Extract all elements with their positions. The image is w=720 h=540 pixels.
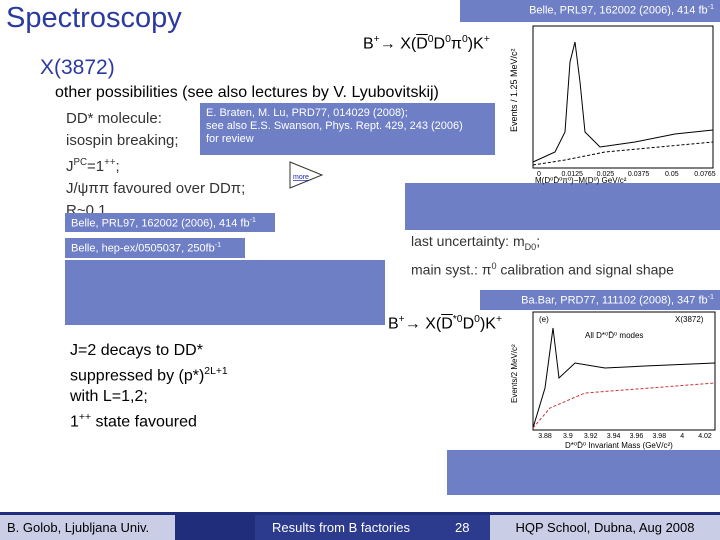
title: Spectroscopy bbox=[6, 2, 182, 34]
text-block: last uncertainty: mD0; main syst.: π0 cal… bbox=[411, 233, 674, 278]
annotation: X(3872) bbox=[675, 315, 704, 324]
x-tick-label: 3.9 bbox=[563, 433, 573, 440]
axis-label: D*⁰D̄⁰ Invariant Mass (GeV/c²) bbox=[565, 441, 673, 450]
frame bbox=[532, 311, 716, 431]
reference: Belle, PRL97, 162002 (2006), 414 fb-1 bbox=[65, 213, 275, 232]
reference: Belle, PRL97, 162002 (2006), 414 fb-1 bbox=[460, 0, 720, 22]
x-tick-label: 3.92 bbox=[584, 433, 598, 440]
reference: Belle, hep-ex/0505037, 250fb-1 bbox=[65, 238, 245, 258]
frame bbox=[532, 25, 714, 169]
x-tick-label: 3.88 bbox=[538, 433, 552, 440]
curve bbox=[532, 41, 714, 163]
x-tick-label: 3.96 bbox=[630, 433, 644, 440]
x-tick-label: 3.98 bbox=[652, 433, 666, 440]
x-tick-label: 0.0375 bbox=[628, 171, 650, 178]
x-tick-label: 0.0125 bbox=[561, 171, 583, 178]
x-tick-label: 0.0765 bbox=[694, 171, 716, 178]
plot-image: Events / 1.25 MeV/c² 0 0.0125 0.025 0.0375 0… bbox=[509, 25, 716, 185]
axis-label: Events/2 MeV/c² bbox=[510, 344, 519, 403]
link[interactable]: more bbox=[293, 174, 309, 181]
x-tick-label: 4.02 bbox=[698, 433, 712, 440]
curve bbox=[532, 141, 714, 166]
x-tick-label: 0.05 bbox=[665, 171, 679, 178]
decay: B+→ X(D*0D0)K+ bbox=[388, 314, 503, 333]
footer-event: HQP School, Dubna, Aug 2008 bbox=[490, 515, 720, 540]
decay: B+→ X(D0D0π0)K+ bbox=[363, 34, 490, 53]
curve bbox=[532, 327, 716, 429]
blank-box bbox=[405, 183, 720, 230]
axis-label: M(D⁰D̄⁰π⁰)−M(D⁰) GeV/c² bbox=[535, 176, 627, 185]
x-tick-label: 4 bbox=[680, 433, 684, 440]
reference: Ba.Bar, PRD77, 111102 (2008), 347 fb-1 bbox=[480, 290, 720, 310]
curve bbox=[532, 382, 716, 429]
text-block: J=2 decays to DD* suppressed by (p*)2L+1 w… bbox=[70, 342, 228, 431]
blank-box bbox=[65, 260, 385, 325]
footer-talk: Results from B factories 28 bbox=[255, 515, 490, 540]
subtitle: X(3872) bbox=[40, 56, 115, 79]
tag: (e) bbox=[539, 315, 549, 324]
text: other possibilities (see also lectures b… bbox=[55, 84, 439, 101]
blank-box bbox=[447, 450, 720, 495]
arrow[interactable] bbox=[289, 161, 324, 189]
axis-label: Events / 1.25 MeV/c² bbox=[509, 48, 519, 132]
more-button[interactable]: more bbox=[288, 160, 324, 190]
plot-image: (e) X(3872) All D*⁰D̄⁰ modes Events/2 Me… bbox=[510, 311, 716, 450]
x-tick-label: 0.025 bbox=[597, 171, 615, 178]
x-tick-label: 0 bbox=[537, 171, 541, 178]
x-tick-label: 3.94 bbox=[607, 433, 621, 440]
citation-box: E. Braten, M. Lu, PRD77, 014029 (2008); s… bbox=[200, 103, 495, 155]
legend: All D*⁰D̄⁰ modes bbox=[585, 331, 643, 340]
text-block: DD* molecule: isospin breaking; JPC=1++; … bbox=[66, 110, 246, 219]
footer-author: B. Golob, Ljubljana Univ. bbox=[0, 515, 175, 540]
